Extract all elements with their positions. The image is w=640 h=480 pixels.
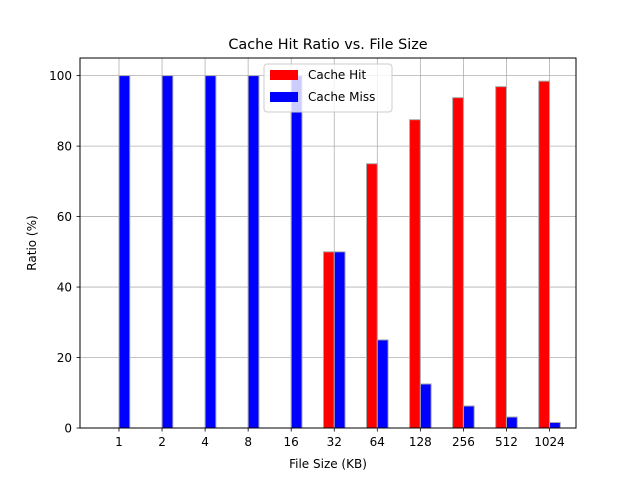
x-tick-label: 1 — [115, 435, 123, 449]
x-axis-label: File Size (KB) — [289, 457, 367, 471]
x-tick-label: 4 — [201, 435, 209, 449]
bar-cache-miss — [549, 421, 561, 429]
bar-cache-miss — [376, 339, 389, 429]
bar-cache-hit — [366, 163, 378, 429]
y-tick-label: 0 — [64, 422, 72, 436]
legend: Cache Hit Cache Miss — [263, 63, 393, 113]
x-tick-label: 1024 — [534, 435, 565, 449]
legend-label-cache-miss: Cache Miss — [308, 90, 375, 104]
bar-cache-miss — [204, 75, 217, 429]
plot-frame — [79, 57, 577, 429]
y-tick-label: 100 — [49, 69, 72, 83]
bar-cache-miss — [161, 75, 174, 429]
bar-cache-hit — [495, 86, 507, 429]
x-tick-label: 64 — [370, 435, 385, 449]
legend-label-cache-hit: Cache Hit — [308, 68, 366, 82]
y-axis-label: Ratio (%) — [25, 215, 39, 270]
bar-cache-hit — [409, 119, 421, 429]
bar-cache-miss — [462, 405, 475, 429]
bar-cache-hit — [322, 251, 335, 429]
x-tick-label: 256 — [452, 435, 475, 449]
legend-swatch-cache-hit — [270, 70, 298, 80]
legend-swatch-cache-miss — [270, 92, 298, 102]
bar-cache-miss — [290, 75, 303, 429]
x-tick-label: 2 — [158, 435, 166, 449]
x-tick-label: 32 — [327, 435, 342, 449]
chart-title: Cache Hit Ratio vs. File Size — [228, 37, 427, 53]
x-axis-ticks: 1 2 4 8 16 32 64 128 256 512 1024 — [115, 428, 565, 449]
bar-cache-miss — [333, 251, 346, 429]
y-tick-label: 80 — [57, 140, 72, 154]
bar-cache-miss — [505, 416, 518, 429]
bar-cache-miss — [118, 75, 131, 429]
x-tick-label: 512 — [495, 435, 518, 449]
y-tick-label: 20 — [57, 351, 72, 365]
x-tick-label: 8 — [244, 435, 252, 449]
y-tick-label: 40 — [57, 281, 72, 295]
bar-cache-hit — [452, 97, 464, 429]
bar-cache-miss — [419, 383, 432, 429]
bar-cache-hit — [538, 80, 551, 429]
bar-cache-miss — [247, 75, 260, 429]
x-tick-label: 16 — [284, 435, 299, 449]
y-tick-label: 60 — [57, 210, 72, 224]
x-tick-label: 128 — [409, 435, 432, 449]
y-axis-ticks: 0 20 40 60 80 100 — [49, 69, 80, 436]
bars — [118, 75, 561, 429]
